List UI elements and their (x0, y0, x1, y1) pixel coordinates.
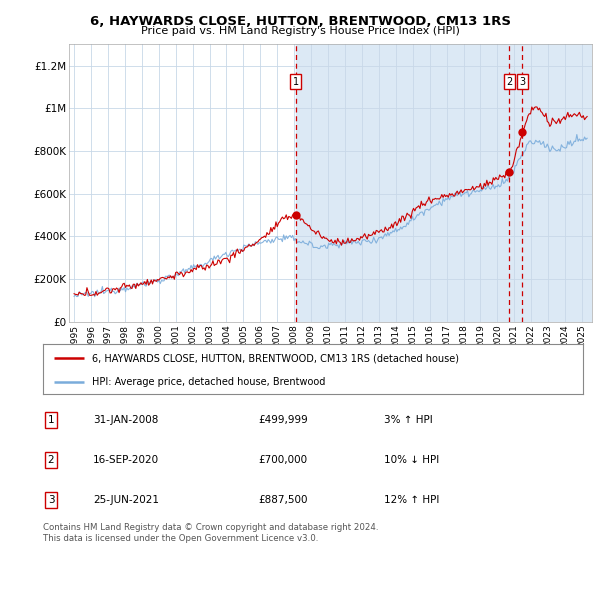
Text: 16-SEP-2020: 16-SEP-2020 (93, 455, 159, 465)
Text: 25-JUN-2021: 25-JUN-2021 (93, 496, 159, 505)
Text: 3: 3 (520, 77, 526, 87)
Text: Price paid vs. HM Land Registry's House Price Index (HPI): Price paid vs. HM Land Registry's House … (140, 26, 460, 36)
Text: 12% ↑ HPI: 12% ↑ HPI (384, 496, 439, 505)
Text: 3% ↑ HPI: 3% ↑ HPI (384, 415, 433, 425)
Text: HPI: Average price, detached house, Brentwood: HPI: Average price, detached house, Bren… (92, 376, 325, 386)
Text: 10% ↓ HPI: 10% ↓ HPI (384, 455, 439, 465)
Text: 2: 2 (506, 77, 512, 87)
Text: 3: 3 (47, 496, 55, 505)
Text: 31-JAN-2008: 31-JAN-2008 (93, 415, 158, 425)
Text: 6, HAYWARDS CLOSE, HUTTON, BRENTWOOD, CM13 1RS: 6, HAYWARDS CLOSE, HUTTON, BRENTWOOD, CM… (89, 15, 511, 28)
Text: 6, HAYWARDS CLOSE, HUTTON, BRENTWOOD, CM13 1RS (detached house): 6, HAYWARDS CLOSE, HUTTON, BRENTWOOD, CM… (92, 353, 459, 363)
Text: 1: 1 (293, 77, 299, 87)
Text: £700,000: £700,000 (258, 455, 307, 465)
Bar (296, 44, 600, 322)
Text: 2: 2 (47, 455, 55, 465)
Text: Contains HM Land Registry data © Crown copyright and database right 2024.
This d: Contains HM Land Registry data © Crown c… (43, 523, 379, 543)
Text: 1: 1 (47, 415, 55, 425)
Text: £887,500: £887,500 (258, 496, 308, 505)
Text: £499,999: £499,999 (258, 415, 308, 425)
